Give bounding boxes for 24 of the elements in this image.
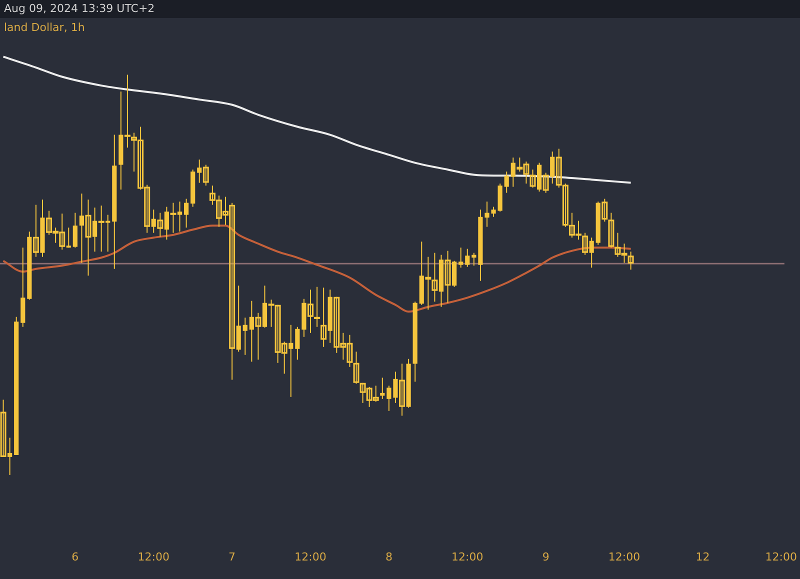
candlestick xyxy=(353,351,360,384)
candlestick xyxy=(242,317,248,356)
candlestick xyxy=(608,212,614,248)
candlestick xyxy=(72,212,78,248)
x-tick-label: 12:00 xyxy=(765,550,797,564)
x-tick-label: 7 xyxy=(228,550,236,564)
candlestick xyxy=(504,171,509,194)
x-tick-label: 6 xyxy=(72,550,79,564)
candlestick xyxy=(458,247,464,268)
x-tick-label: 12 xyxy=(696,550,710,564)
x-tick-label: 12:00 xyxy=(452,550,484,564)
text: Aug 09, 2024 13:39 UTC+2 xyxy=(4,2,155,15)
x-tick-label: 12:00 xyxy=(294,550,326,564)
x-tick-label: 9 xyxy=(542,550,550,564)
candlestick xyxy=(184,198,189,228)
chart-title: land Dollar, 1h xyxy=(4,21,85,34)
x-tick-label: 12:00 xyxy=(138,550,170,564)
candlestick xyxy=(628,251,634,270)
candlestick xyxy=(465,248,470,268)
x-tick-label: 8 xyxy=(385,550,392,564)
x-tick-label: 12:00 xyxy=(608,550,640,564)
candlestick xyxy=(314,286,320,328)
candlestick xyxy=(386,385,392,412)
candlestick xyxy=(295,326,300,360)
